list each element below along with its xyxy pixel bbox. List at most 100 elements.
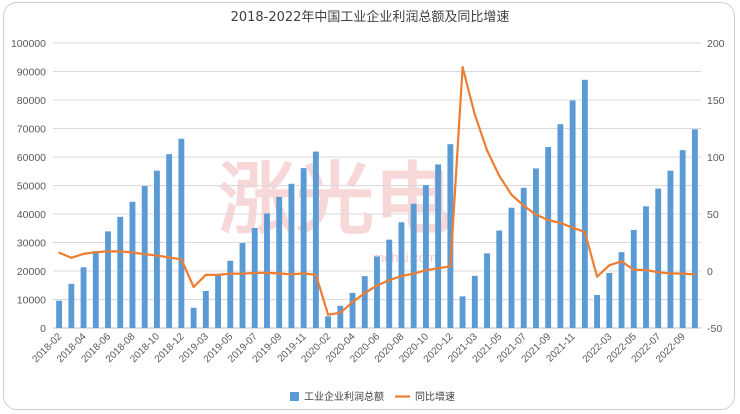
- bar: [227, 260, 234, 328]
- line-point: [388, 279, 391, 282]
- bar: [422, 185, 429, 328]
- line-point: [425, 269, 427, 272]
- chart-title: 2018-2022年中国工业企业利润总额及同比增速: [231, 9, 510, 25]
- bar: [215, 275, 221, 328]
- bar: [288, 183, 295, 328]
- line-point: [645, 268, 647, 271]
- line-point: [192, 286, 195, 288]
- bar: [117, 216, 124, 328]
- line-point: [229, 272, 232, 275]
- bar: [484, 253, 490, 328]
- line-point: [131, 251, 134, 254]
- right-axis-ticks: -50 0 50 100 150 200: [707, 38, 725, 335]
- line-point: [302, 272, 305, 275]
- left-tick-label: 70000: [17, 124, 46, 136]
- line-point: [107, 250, 109, 253]
- line-point: [290, 273, 293, 276]
- legend-bar-label: 工业企业利润总额: [304, 390, 384, 403]
- left-tick-label: 20000: [17, 266, 46, 278]
- line-point: [168, 256, 171, 259]
- bar: [655, 188, 662, 328]
- bar: [667, 170, 674, 328]
- bar: [92, 251, 99, 328]
- line-point: [608, 264, 611, 267]
- left-tick-label: 10000: [17, 295, 46, 307]
- bar: [691, 129, 698, 328]
- bar: [545, 147, 552, 328]
- line-point: [535, 213, 537, 216]
- line-point: [253, 272, 256, 274]
- bar: [325, 316, 332, 328]
- bar: [594, 294, 601, 328]
- bar: [337, 305, 344, 328]
- bar: [643, 206, 649, 328]
- bar: [129, 201, 136, 328]
- line-point: [522, 204, 525, 207]
- bar: [520, 187, 527, 328]
- line-point: [119, 250, 122, 253]
- right-tick-label: 100: [707, 152, 725, 164]
- line-point: [143, 253, 146, 256]
- x-axis-ticks: 2018-022018-042018-062018-082018-102018-…: [31, 331, 689, 365]
- line-point: [437, 267, 440, 270]
- right-tick-label: 150: [707, 95, 725, 107]
- bar: [435, 164, 442, 328]
- line-point: [82, 253, 85, 255]
- line-point: [571, 226, 574, 229]
- line-point: [70, 256, 73, 259]
- line-point: [217, 273, 219, 276]
- left-tick-label: 0: [40, 323, 46, 335]
- line-point: [547, 219, 550, 221]
- line-series: [58, 65, 696, 316]
- line-point: [559, 221, 562, 224]
- legend-bar-swatch: [290, 392, 299, 401]
- bar: [447, 144, 454, 328]
- line-point: [620, 260, 623, 263]
- left-axis-ticks: 0 10000 20000 30000 40000 50000 60000 70000 8000…: [11, 38, 46, 335]
- bar: [471, 275, 478, 328]
- gridlines: [53, 42, 701, 329]
- legend: 工业企业利润总额 同比增速: [290, 390, 455, 403]
- chart-frame: [3, 2, 735, 410]
- bar: [630, 229, 637, 328]
- bar: [581, 79, 588, 328]
- line-point: [486, 149, 488, 152]
- bar: [202, 290, 209, 328]
- line-point: [693, 273, 696, 276]
- line-point: [180, 258, 183, 261]
- bar: [105, 231, 111, 328]
- bar: [533, 168, 539, 328]
- bar: [361, 276, 368, 328]
- line-point: [498, 175, 501, 177]
- line-point: [241, 272, 244, 275]
- bar: [264, 213, 270, 328]
- bar: [374, 256, 380, 328]
- bar: [251, 227, 258, 328]
- line-point: [156, 254, 158, 257]
- line-point: [94, 251, 97, 254]
- bar: [679, 150, 686, 328]
- left-tick-label: 90000: [17, 67, 46, 79]
- line-point: [266, 272, 268, 274]
- line-point: [583, 230, 586, 233]
- left-tick-label: 30000: [17, 238, 46, 250]
- bar: [410, 203, 417, 328]
- right-tick-label: 0: [707, 266, 713, 278]
- line-point: [327, 313, 329, 316]
- line-point: [363, 292, 366, 294]
- line-point: [58, 251, 61, 254]
- line-point: [339, 311, 342, 314]
- bar: [618, 252, 625, 328]
- line-point: [669, 272, 672, 275]
- bar: [459, 296, 466, 328]
- left-tick-label: 50000: [17, 181, 46, 193]
- bar: [496, 230, 503, 328]
- legend-line-label: 同比增速: [415, 390, 455, 403]
- bar: [300, 168, 307, 328]
- line-point: [473, 113, 476, 116]
- line-point: [351, 301, 354, 304]
- bar: [56, 300, 63, 328]
- bar: [190, 307, 197, 328]
- left-tick-label: 40000: [17, 209, 46, 221]
- line-point: [376, 284, 378, 287]
